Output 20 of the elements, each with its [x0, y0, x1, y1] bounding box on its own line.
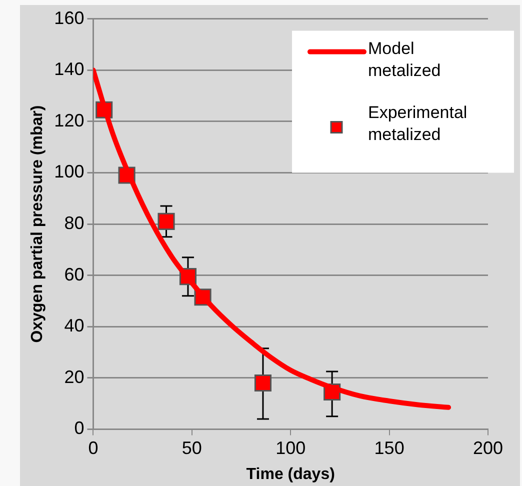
y-tick-label: 140: [54, 59, 84, 80]
point: [158, 212, 175, 230]
legend-label: Model metalized: [368, 38, 441, 80]
y-tick-label: 60: [64, 264, 84, 284]
x-tick-label: 200: [472, 438, 504, 458]
legend-label: Experimental metalized: [368, 102, 468, 144]
y-tick-label: 80: [64, 212, 84, 233]
y-tick-label: 160: [54, 8, 84, 28]
y-tick-label: 120: [54, 110, 84, 130]
x-tick-label: 50: [182, 438, 202, 458]
x-tick-label: 100: [276, 438, 306, 458]
y-tick-label: 0: [74, 418, 84, 438]
y-tick-label: 40: [64, 316, 84, 336]
x-tick-label: 0: [88, 438, 98, 458]
x-tick-label: 150: [374, 438, 404, 458]
x-axis-title: Time (days): [246, 466, 335, 483]
point: [254, 374, 272, 392]
y-tick-label: 20: [64, 366, 84, 387]
y-axis-title: Oxygen partial pressure (mbar): [29, 105, 46, 343]
y-tick-label: 100: [54, 162, 84, 182]
